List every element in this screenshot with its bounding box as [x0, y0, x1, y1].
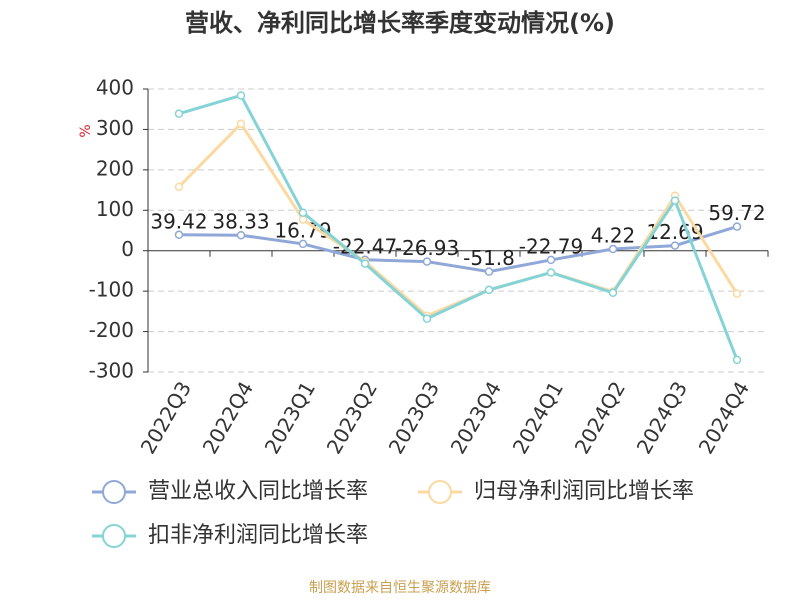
chart-title: 营收、净利同比增长率季度变动情况(%)	[185, 9, 615, 37]
y-tick-label: -200	[89, 318, 134, 342]
y-tick-label: -100	[89, 278, 134, 302]
data-point	[484, 267, 494, 276]
x-tick-label: 2024Q2	[570, 377, 630, 458]
data-point	[608, 288, 618, 298]
data-point	[236, 91, 246, 100]
legend-label: 扣非净利润同比增长率	[148, 523, 368, 548]
y-tick-label: 300	[96, 116, 134, 140]
data-point	[174, 230, 184, 240]
data-point	[422, 314, 432, 323]
data-point	[732, 355, 742, 365]
data-point	[608, 244, 618, 254]
data-point	[484, 285, 494, 295]
data-label: -26.93	[395, 236, 459, 260]
x-tick-label: 2023Q2	[322, 377, 382, 458]
data-label: 59.72	[708, 201, 765, 225]
data-label: 39.42	[150, 209, 207, 233]
y-tick-label: 100	[96, 197, 134, 221]
data-point	[422, 257, 432, 266]
x-tick-label: 2023Q3	[384, 377, 444, 458]
data-point	[732, 222, 742, 231]
data-point	[670, 241, 680, 250]
legend-marker	[102, 480, 126, 504]
y-axis-label: %	[78, 124, 94, 137]
data-label: -22.79	[519, 234, 583, 258]
x-tick-label: 2024Q4	[694, 377, 754, 458]
x-tick-label: 2022Q4	[198, 377, 258, 458]
legend-marker	[428, 480, 452, 504]
legend-marker	[102, 524, 126, 548]
x-tick-label: 2023Q1	[260, 377, 320, 458]
x-tick-label: 2024Q1	[508, 377, 568, 458]
data-point	[732, 289, 742, 298]
y-tick-label: 200	[96, 156, 134, 180]
y-tick-label: 0	[121, 237, 134, 261]
data-point	[298, 208, 308, 217]
data-point	[298, 215, 308, 224]
data-point	[670, 196, 680, 205]
data-label: 4.22	[591, 224, 636, 248]
source-note: 制图数据来自恒生聚源数据库	[309, 580, 491, 596]
data-point	[298, 239, 308, 249]
data-point	[360, 259, 370, 268]
x-tick-label: 2022Q3	[136, 377, 196, 458]
x-tick-label: 2024Q3	[632, 377, 692, 458]
legend-label: 归母净利润同比增长率	[474, 479, 694, 504]
y-tick-label: 400	[96, 76, 134, 100]
data-point	[174, 182, 184, 192]
data-label: -51.8	[463, 246, 515, 270]
data-point	[174, 109, 184, 118]
series-line	[178, 93, 739, 361]
legend-label: 营业总收入同比增长率	[148, 479, 368, 504]
y-tick-label: -300	[89, 359, 134, 383]
x-tick-label: 2023Q4	[446, 377, 506, 458]
data-point	[546, 268, 556, 277]
data-point	[236, 119, 246, 129]
data-point	[236, 230, 246, 240]
data-label: 38.33	[212, 210, 269, 234]
data-point	[546, 255, 556, 265]
